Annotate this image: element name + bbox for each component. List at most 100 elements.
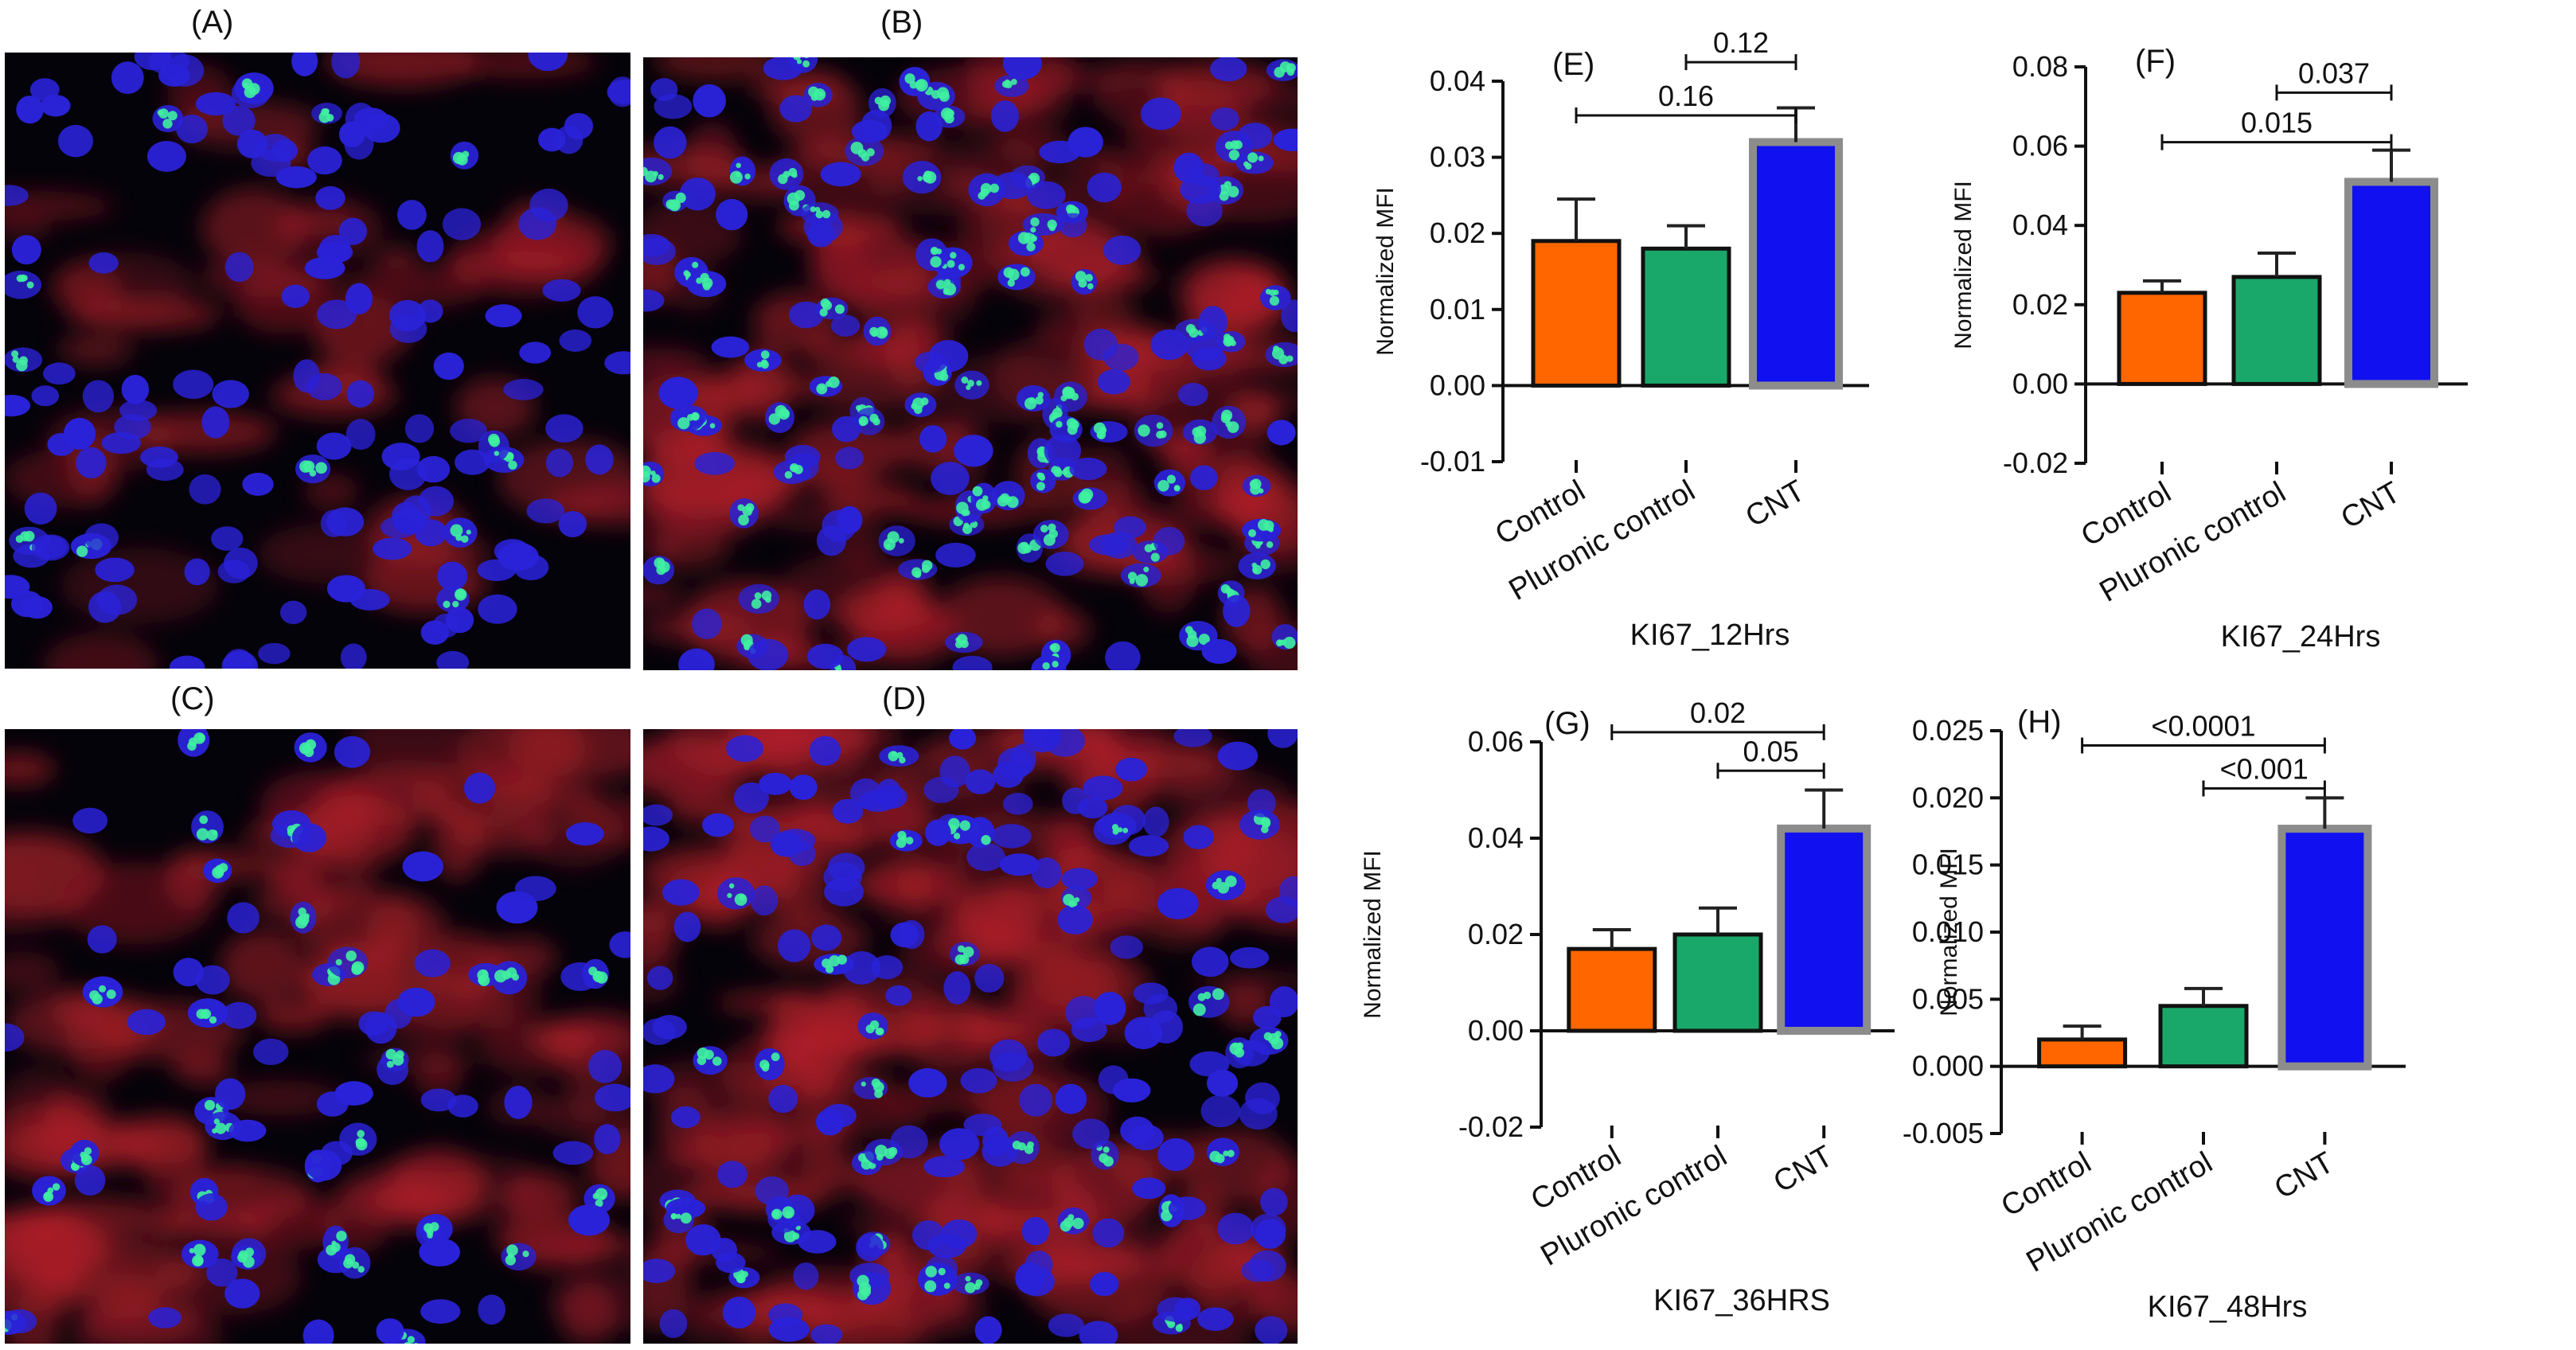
ki67-spot bbox=[1020, 267, 1030, 277]
ki67-spot bbox=[974, 1283, 981, 1290]
nucleus bbox=[1245, 1082, 1280, 1114]
p-value-label: <0.0001 bbox=[2151, 710, 2255, 743]
nucleus bbox=[565, 822, 604, 846]
ki67-spot bbox=[865, 1024, 875, 1034]
ki67-spot bbox=[728, 883, 735, 889]
nucleus bbox=[140, 446, 178, 468]
ki67-spot bbox=[791, 172, 798, 178]
ki67-spot bbox=[921, 560, 933, 572]
ki67-spot bbox=[157, 109, 164, 116]
cytoplasm-blob bbox=[1160, 814, 1263, 880]
nucleus bbox=[1259, 1188, 1288, 1216]
ki67-spot bbox=[771, 1208, 783, 1220]
nucleus bbox=[643, 1258, 676, 1284]
nucleus bbox=[1010, 743, 1036, 776]
category-label: CNT bbox=[2269, 1145, 2340, 1205]
y-tick-label: 0.005 bbox=[1912, 982, 1984, 1015]
ki67-spot bbox=[815, 210, 824, 219]
nucleus bbox=[685, 1224, 721, 1256]
ki67-spot bbox=[850, 141, 864, 154]
ki67-spot bbox=[1215, 1153, 1225, 1164]
ki67-spot bbox=[829, 955, 841, 967]
cytoplasm-blob bbox=[845, 275, 943, 322]
cytoplasm-blob bbox=[643, 348, 708, 377]
ki67-spot bbox=[167, 111, 178, 121]
ki67-spot bbox=[404, 1341, 412, 1344]
ki67-spot bbox=[1235, 1042, 1244, 1050]
nucleus bbox=[999, 853, 1040, 876]
ki67-spot bbox=[677, 417, 690, 430]
bar-cnt bbox=[2277, 825, 2372, 1071]
nucleus bbox=[965, 769, 996, 794]
nucleus bbox=[316, 432, 352, 460]
micrograph-label-a: (A) bbox=[191, 5, 234, 40]
p-value-label: 0.02 bbox=[1690, 696, 1746, 729]
micrograph-image bbox=[643, 57, 1298, 670]
ki67-spot bbox=[911, 403, 918, 410]
nucleus bbox=[114, 414, 151, 440]
nucleus bbox=[911, 1220, 945, 1251]
ki67-spot bbox=[326, 1244, 338, 1256]
ki67-spot bbox=[26, 281, 34, 289]
nucleus bbox=[463, 772, 496, 804]
ki67-spot bbox=[1249, 479, 1259, 489]
nucleus bbox=[43, 362, 76, 385]
nucleus bbox=[5, 575, 30, 599]
nucleus bbox=[1157, 888, 1199, 919]
bar-cnt bbox=[2344, 178, 2438, 388]
ki67-spot bbox=[1138, 424, 1150, 437]
nucleus bbox=[722, 1296, 756, 1329]
ki67-spot bbox=[939, 372, 949, 381]
nucleus bbox=[604, 351, 630, 375]
ki67-spot bbox=[858, 1153, 868, 1163]
ki67-spot bbox=[357, 1130, 365, 1138]
nucleus bbox=[82, 380, 115, 413]
p-value-label: 0.16 bbox=[1658, 80, 1714, 112]
ki67-spot bbox=[1247, 152, 1259, 163]
nucleus bbox=[76, 447, 107, 479]
ki67-spot bbox=[443, 600, 451, 608]
nucleus bbox=[711, 336, 750, 358]
nucleus bbox=[338, 121, 365, 148]
ki67-spot bbox=[1161, 1209, 1173, 1222]
nucleus bbox=[1098, 1065, 1129, 1094]
nucleus bbox=[643, 1018, 676, 1045]
ki67-spot bbox=[683, 270, 690, 277]
nucleus bbox=[594, 1124, 621, 1155]
nucleus bbox=[307, 146, 342, 175]
nucleus bbox=[437, 561, 468, 591]
ki67-spot bbox=[494, 451, 500, 456]
nucleus bbox=[1057, 904, 1093, 934]
micrograph-image bbox=[5, 729, 630, 1344]
nucleus bbox=[851, 119, 888, 143]
nucleus bbox=[821, 1103, 857, 1128]
nucleus bbox=[943, 971, 971, 1005]
nucleus bbox=[759, 772, 792, 795]
ki67-spot bbox=[1037, 392, 1044, 398]
bar-pluronic-control bbox=[2158, 1004, 2249, 1069]
bar-cnt bbox=[1777, 824, 1872, 1036]
ki67-spot bbox=[1270, 1037, 1284, 1050]
nucleus bbox=[173, 369, 214, 400]
ki67-spot bbox=[1040, 525, 1048, 533]
ki67-spot bbox=[943, 1282, 950, 1290]
y-tick-label: 0.00 bbox=[2012, 367, 2068, 400]
nucleus bbox=[588, 1049, 623, 1083]
nucleus bbox=[1210, 57, 1247, 82]
ki67-spot bbox=[727, 892, 732, 899]
ki67-spot bbox=[1075, 271, 1087, 282]
ki67-spot bbox=[1042, 661, 1050, 670]
ki67-spot bbox=[944, 279, 951, 286]
ki67-spot bbox=[1117, 827, 1123, 833]
ki67-spot bbox=[1049, 644, 1056, 651]
cytoplasm-blob bbox=[654, 57, 779, 81]
ki67-spot bbox=[1252, 568, 1259, 574]
ki67-spot bbox=[670, 1213, 677, 1219]
nucleus bbox=[777, 929, 811, 962]
ki67-spot bbox=[1225, 420, 1232, 427]
ki67-spot bbox=[967, 380, 974, 387]
ki67-spot bbox=[961, 377, 969, 384]
cytoplasm-blob bbox=[900, 989, 997, 1075]
nucleus bbox=[1255, 1219, 1286, 1249]
ki67-spot bbox=[760, 359, 768, 366]
